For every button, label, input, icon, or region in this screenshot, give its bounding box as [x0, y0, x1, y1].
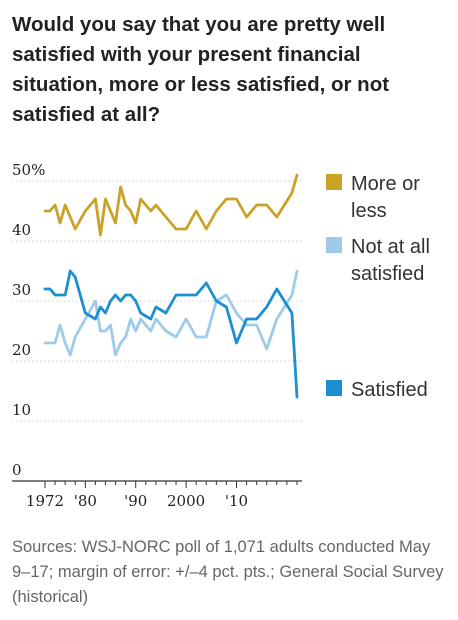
- y-tick-label: 0: [12, 461, 22, 479]
- y-tick-label: 40: [12, 221, 31, 239]
- series-lines: [43, 173, 299, 399]
- y-tick-label: 10: [12, 401, 31, 419]
- series-line-more-or-less: [43, 173, 299, 237]
- x-tick-label: 1972: [26, 492, 64, 510]
- y-tick-label: 30: [12, 281, 31, 299]
- y-tick-label: 50%: [12, 161, 45, 179]
- series-line-satisfied: [43, 269, 299, 399]
- legend: More or less Not at all satisfied Satisfied: [326, 173, 430, 401]
- legend-label-satisfied: Satisfied: [351, 379, 428, 401]
- line-chart: 0 10 20 30 40 50% 1972 '80 '90 2000 '10 More or le…: [12, 161, 430, 510]
- x-tick-label: '10: [225, 492, 248, 510]
- x-axis: 1972 '80 '90 2000 '10: [12, 480, 302, 510]
- legend-swatch-more-or-less: [326, 174, 342, 190]
- source-note: Sources: WSJ-NORC poll of 1,071 adults c…: [12, 538, 444, 606]
- legend-label-more-or-less: less: [351, 200, 387, 222]
- legend-label-not-at-all-satisfied: satisfied: [351, 263, 424, 285]
- gridlines: [12, 180, 302, 422]
- x-tick-label: 2000: [167, 492, 205, 510]
- x-tick-label: '90: [124, 492, 147, 510]
- legend-label-more-or-less: More or: [351, 173, 420, 195]
- y-axis-ticks: 0 10 20 30 40 50%: [12, 161, 45, 479]
- legend-swatch-satisfied: [326, 380, 342, 396]
- chart-title: Would you say that you are pretty well s…: [12, 13, 390, 126]
- legend-swatch-not-at-all-satisfied: [326, 237, 342, 253]
- legend-label-not-at-all-satisfied: Not at all: [351, 236, 430, 258]
- x-tick-label: '80: [74, 492, 97, 510]
- y-tick-label: 20: [12, 341, 31, 359]
- series-line-not-at-all-satisfied: [43, 269, 299, 357]
